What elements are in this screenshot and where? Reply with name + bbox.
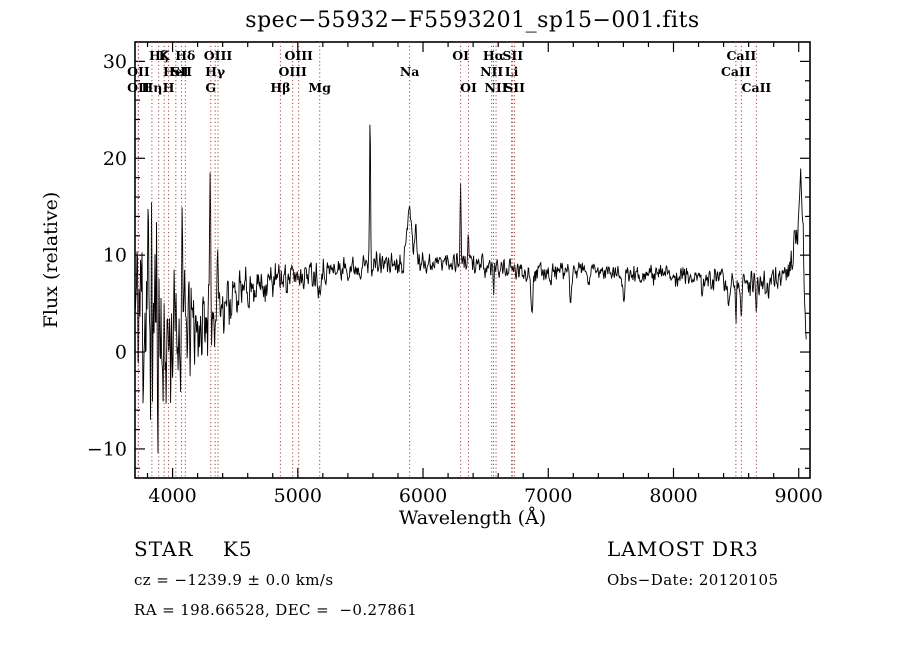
spectral-line-label: SII	[504, 80, 525, 95]
spectral-line-label: OII	[127, 64, 150, 79]
spectral-line-label: OIII	[284, 48, 313, 63]
svg-text:7000: 7000	[524, 485, 572, 507]
right-annotations: LAMOST DR3 Obs−Date: 20120105	[607, 537, 778, 601]
spectral-line-label: Hα	[483, 48, 505, 63]
svg-text:30: 30	[103, 51, 127, 73]
svg-text:5000: 5000	[274, 485, 322, 507]
spectral-line-label: NII	[484, 80, 507, 95]
spectral-line-label: SII	[171, 64, 192, 79]
spectral-line-label: OIII	[278, 64, 307, 79]
spectral-line-label: Hγ	[205, 64, 226, 79]
spectral-line-label: Hζ	[149, 48, 168, 63]
cz-value: cz = −1239.9 ± 0.0 km/s	[134, 571, 334, 589]
svg-text:9000: 9000	[775, 485, 823, 507]
plot-box	[134, 41, 811, 479]
spectral-line-label: Hη	[141, 80, 162, 95]
spectral-line-label: OIII	[204, 48, 233, 63]
spectral-line-label: K	[159, 48, 171, 63]
spectral-line-label: G	[205, 80, 216, 95]
svg-text:10: 10	[103, 245, 127, 267]
spectral-line-label: H	[163, 80, 175, 95]
spectral-line-label: Mg	[308, 80, 331, 95]
spectral-line-label: NII	[480, 64, 503, 79]
spectral-line-label: OI	[460, 80, 477, 95]
svg-text:−10: −10	[87, 438, 127, 460]
spectral-line-label: OII	[127, 80, 150, 95]
axis-tick-labels: 4000 5000 6000 7000 8000 9000 −10 0 10 20 30	[87, 51, 823, 507]
object-class-label: STAR K5	[134, 537, 253, 561]
survey-release-label: LAMOST DR3	[607, 537, 759, 561]
figure-title: spec−55932−F5593201_sp15−001.fits	[245, 8, 700, 33]
svg-text:20: 20	[103, 148, 127, 170]
spectral-line-label: Li	[505, 64, 519, 79]
svg-text:4000: 4000	[148, 485, 196, 507]
obs-date-value: Obs−Date: 20120105	[607, 571, 779, 589]
spectral-line-label: Hδ	[175, 48, 195, 63]
spectral-line-label: CaII	[721, 64, 751, 79]
spectral-line-markers: OIIOIIHηHζKHHeISIIHδGHγOIIIHβOIIIOIIIMgN…	[127, 42, 771, 478]
spectral-line-label: HeI	[163, 64, 189, 79]
spectral-line-label: Na	[400, 64, 420, 79]
spectral-line-label: OI	[452, 48, 469, 63]
spectrum-trace	[135, 124, 807, 454]
left-annotations: STAR K5 cz = −1239.9 ± 0.0 km/s RA = 198…	[134, 537, 417, 631]
spectral-line-label: CaII	[726, 48, 756, 63]
spectral-line-label: SII	[502, 48, 523, 63]
svg-text:0: 0	[115, 342, 127, 364]
ra-dec-value: RA = 198.66528, DEC = −0.27861	[134, 601, 418, 619]
axis-ticks	[135, 42, 810, 478]
spectral-line-label: Hβ	[270, 80, 290, 95]
svg-text:8000: 8000	[649, 485, 697, 507]
spectral-line-label: CaII	[742, 80, 772, 95]
svg-text:6000: 6000	[399, 485, 447, 507]
y-axis-label: Flux (relative)	[40, 192, 62, 329]
x-axis-label: Wavelength (Å)	[399, 507, 546, 529]
